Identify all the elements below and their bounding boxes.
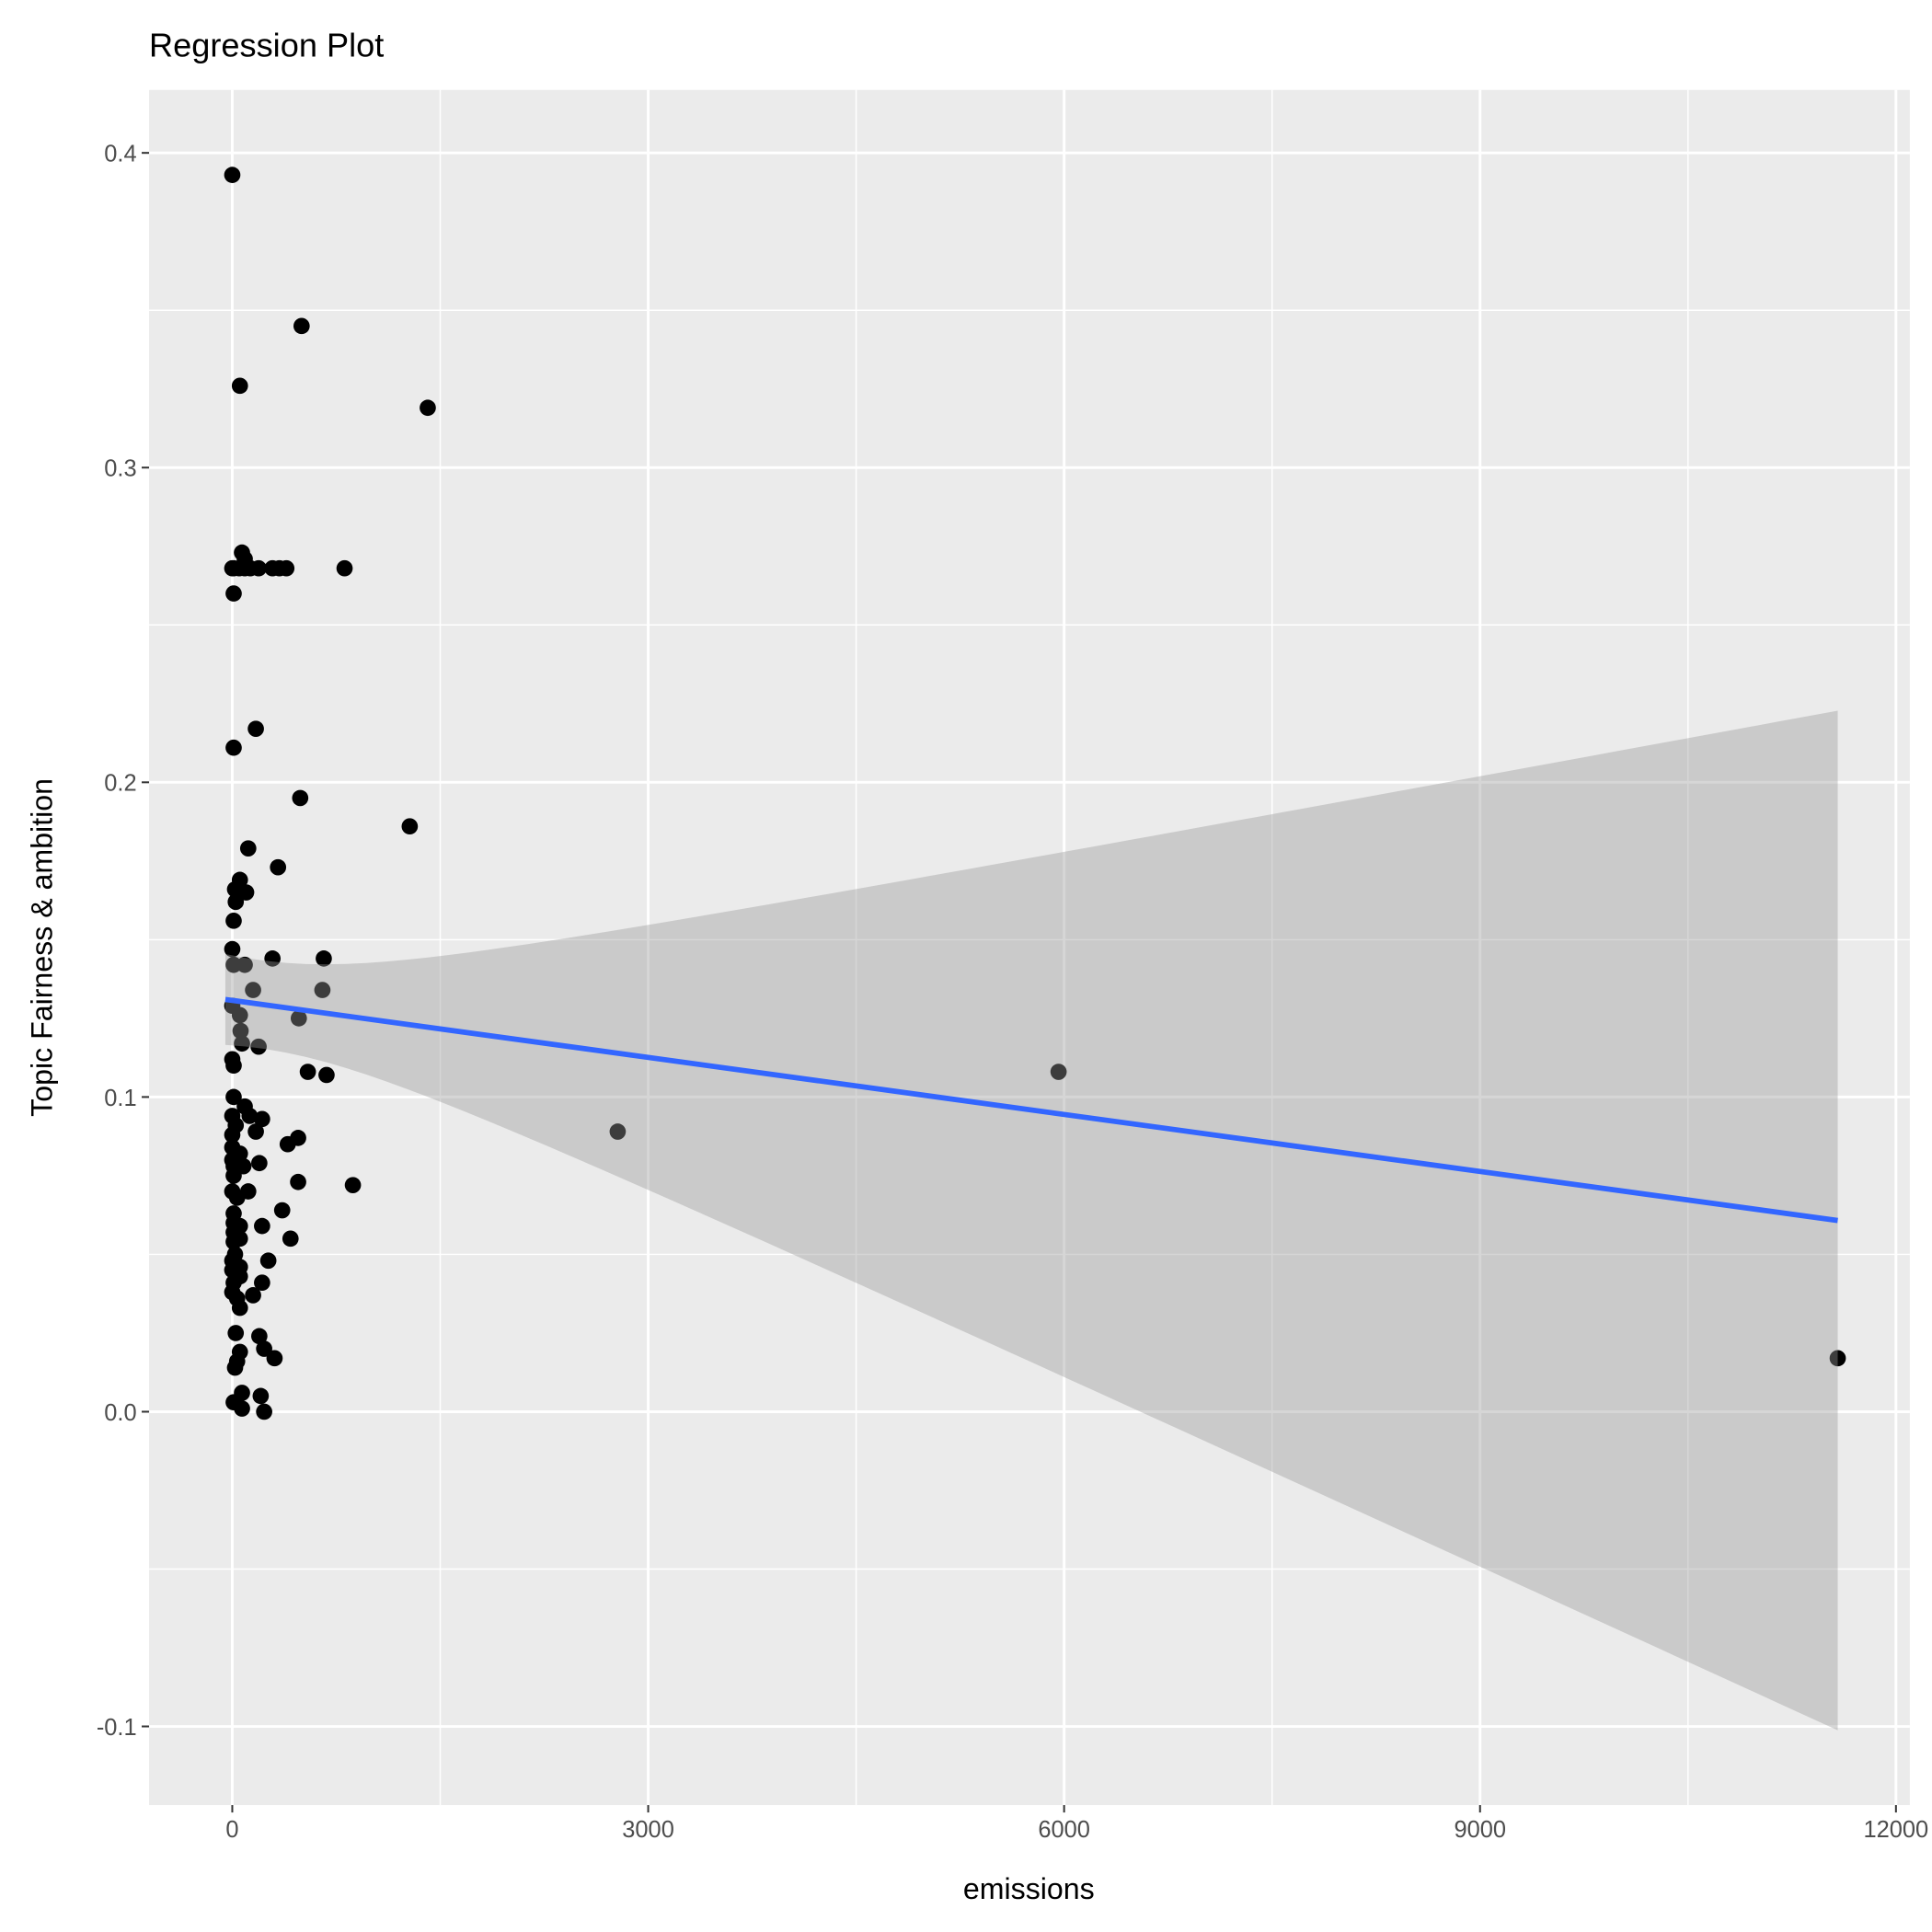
data-point: [1829, 1350, 1846, 1367]
data-point: [234, 1400, 250, 1417]
data-point: [336, 559, 353, 577]
data-point: [224, 167, 241, 183]
data-point: [234, 1035, 250, 1052]
data-point: [231, 1145, 248, 1162]
data-point: [293, 317, 310, 335]
data-point: [226, 1359, 244, 1376]
y-tick-label: 0.2: [104, 771, 136, 797]
data-point: [299, 1064, 316, 1080]
data-point: [231, 1006, 248, 1024]
data-point: [282, 1230, 299, 1248]
data-point: [292, 789, 309, 807]
data-point: [279, 1135, 296, 1153]
data-point: [231, 377, 248, 395]
data-point: [256, 1403, 272, 1420]
data-point: [225, 739, 242, 756]
data-point: [232, 1022, 249, 1040]
x-tick-label: 6000: [1038, 1817, 1090, 1843]
data-point: [250, 559, 267, 577]
data-point: [278, 559, 295, 577]
data-point: [270, 858, 287, 876]
y-axis-title: Topic Fairness & ambition: [25, 778, 58, 1117]
data-point: [250, 1038, 267, 1055]
gridlines: [149, 89, 1910, 1806]
data-point: [225, 912, 242, 929]
chart-title: Regression Plot: [149, 27, 384, 64]
data-point: [420, 399, 436, 417]
confidence-ribbon: [224, 710, 1838, 1731]
data-point: [225, 1057, 242, 1075]
data-point: [1050, 1064, 1067, 1080]
data-point: [254, 1274, 270, 1292]
data-point: [290, 1010, 307, 1027]
regression-line: [224, 996, 1838, 1224]
data-point: [256, 1340, 272, 1357]
data-point: [231, 1299, 248, 1317]
data-point: [241, 1108, 259, 1124]
data-point: [245, 1287, 261, 1304]
y-tick-label: -0.1: [97, 1715, 137, 1741]
data-point: [318, 1066, 335, 1084]
scatter-points: [224, 167, 1846, 1420]
data-point: [266, 1350, 283, 1367]
data-point: [225, 1088, 242, 1106]
x-axis-title: emissions: [963, 1872, 1095, 1905]
data-point: [273, 1202, 291, 1219]
data-point: [225, 585, 242, 602]
data-point: [247, 1123, 264, 1140]
data-point: [290, 1173, 306, 1190]
regression-smooth: [224, 710, 1838, 1731]
data-point: [609, 1123, 627, 1140]
data-point: [236, 956, 253, 973]
data-point: [226, 880, 244, 898]
axes: 0 3000 6000 9000 12000 -0.1 0.0 0.1 0.2 0.3 0.4: [97, 142, 1928, 1843]
data-point: [245, 982, 261, 998]
y-tick-label: 0.0: [104, 1400, 136, 1426]
data-point: [231, 1230, 248, 1248]
data-point: [239, 840, 257, 857]
data-point: [228, 1190, 246, 1206]
data-point: [251, 1155, 268, 1172]
data-point: [264, 950, 282, 967]
y-tick-label: 0.1: [104, 1086, 136, 1111]
x-tick-label: 0: [225, 1817, 238, 1843]
data-point: [344, 1177, 362, 1194]
y-tick-label: 0.3: [104, 456, 136, 482]
data-point: [254, 1217, 270, 1235]
data-point: [316, 950, 332, 967]
data-point: [225, 1167, 242, 1184]
data-point: [252, 1387, 270, 1405]
data-point: [224, 940, 241, 958]
data-point: [227, 1325, 245, 1341]
x-tick-label: 3000: [622, 1817, 674, 1843]
data-point: [247, 720, 264, 738]
x-tick-label: 9000: [1454, 1817, 1506, 1843]
x-tick-label: 12000: [1863, 1817, 1928, 1843]
data-point: [224, 1126, 241, 1144]
data-point: [314, 982, 331, 998]
data-point: [236, 550, 253, 568]
data-point: [254, 1110, 270, 1128]
data-point: [401, 818, 419, 835]
data-point: [251, 1328, 268, 1345]
data-point: [259, 1252, 277, 1270]
y-tick-label: 0.4: [104, 142, 136, 167]
plot-panel: [149, 89, 1910, 1806]
data-point: [227, 893, 245, 911]
